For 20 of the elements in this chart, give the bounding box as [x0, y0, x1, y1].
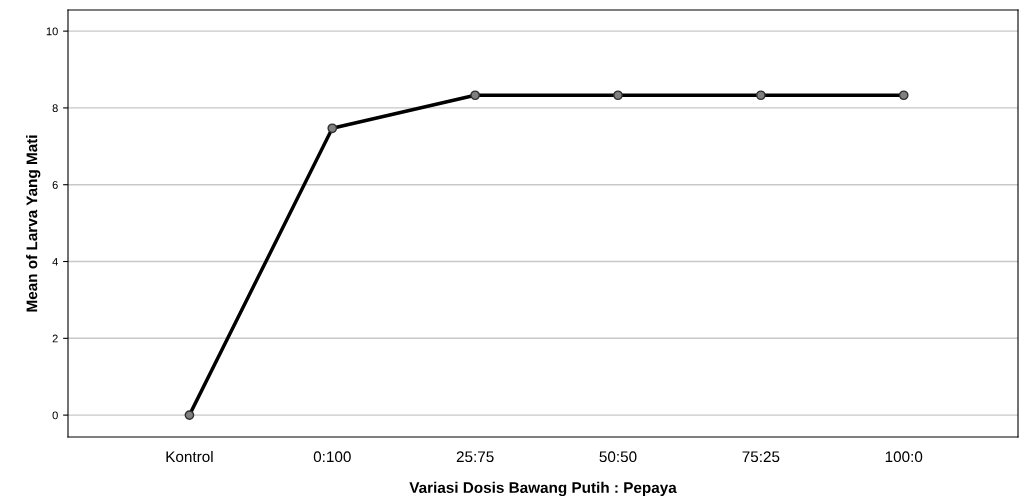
x-tick-label: 25:75 [456, 451, 494, 463]
y-axis-title: Mean of Larva Yang Mati [26, 135, 41, 312]
x-tick-label: Kontrol [166, 450, 213, 463]
y-tick-label: 0 [52, 411, 58, 420]
point [755, 90, 766, 101]
point [470, 90, 481, 101]
point [898, 90, 909, 101]
point [327, 123, 338, 134]
x-tick-label: 0:100 [313, 451, 351, 463]
x-tick-label: 100:0 [885, 451, 923, 463]
y-tick-label: 10 [46, 27, 58, 36]
y-tick-label: 4 [52, 257, 58, 266]
point [184, 410, 195, 420]
x-tick-label: 50:50 [599, 451, 637, 463]
y-tick-label: 2 [52, 334, 58, 343]
point [613, 90, 623, 101]
x-tick-label: 75:25 [742, 451, 780, 463]
y-tick-label: 8 [52, 104, 58, 113]
y-tick-label: 6 [52, 180, 58, 189]
x-axis-title: Variasi Dosis Bawang Putih : Pepaya [409, 481, 677, 497]
